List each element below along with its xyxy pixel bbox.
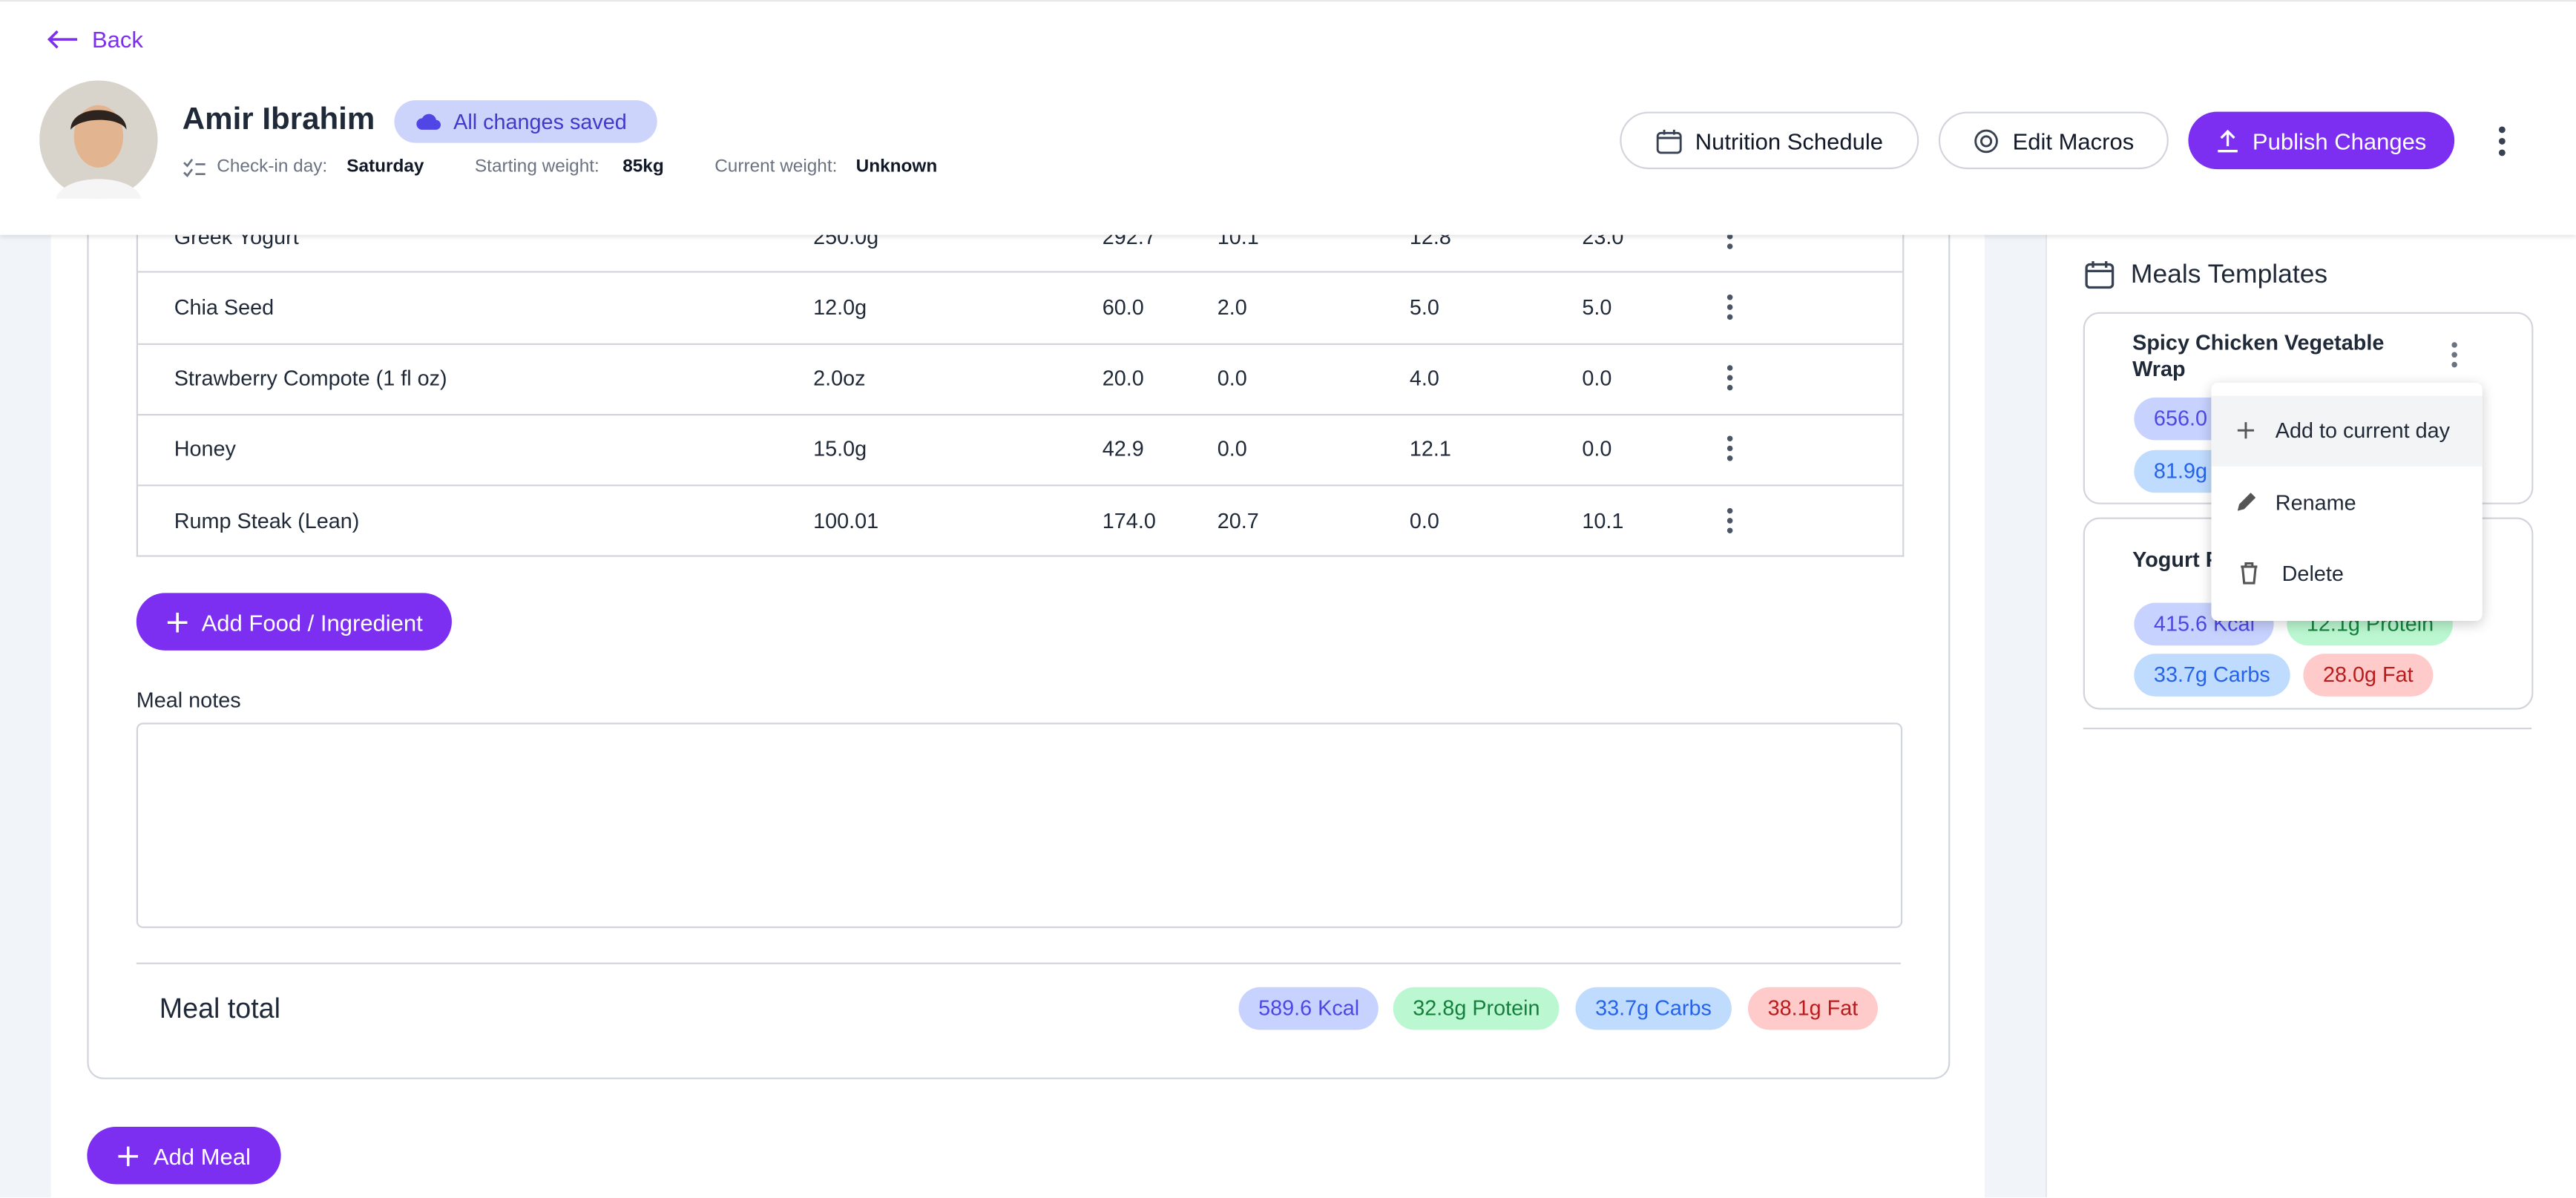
avatar [39, 80, 158, 199]
row-menu[interactable] [1726, 294, 1733, 320]
menu-item[interactable]: Add to current day [2275, 418, 2451, 443]
meal-total-label: Meal total [159, 993, 280, 1024]
row-divider [138, 484, 1903, 487]
notes-input[interactable] [136, 723, 1903, 929]
divider [2083, 727, 2532, 730]
edit-macros-button[interactable]: Edit Macros [1938, 111, 2169, 170]
context-menu: Add to current day Rename Delete [2211, 382, 2483, 622]
cell-value: 0.0 [1582, 436, 1612, 461]
add-meal-label: Add Meal [153, 1142, 251, 1169]
current-weight-label: Current weight: [714, 157, 838, 177]
row-menu[interactable] [1726, 507, 1733, 533]
cell-value: 5.0 [1582, 294, 1612, 320]
row-divider [138, 413, 1903, 415]
kebab-icon [1726, 365, 1733, 391]
macro-tag: 589.6 Kcal [1238, 987, 1379, 1030]
header: Back Amir Ibrahim All changes saved Chec… [0, 0, 2576, 235]
upload-icon [2218, 128, 2238, 152]
current-weight-value: Unknown [855, 157, 938, 177]
kebab-icon [1726, 436, 1733, 462]
starting-weight-label: Starting weight: [474, 157, 599, 177]
plus-icon [167, 611, 187, 632]
checklist-icon [183, 158, 206, 177]
kebab-icon [1726, 294, 1733, 320]
checkin-value: Saturday [346, 157, 424, 177]
more-menu[interactable] [2496, 125, 2509, 157]
cell-value: 0.0 [1217, 365, 1247, 391]
cell-value: 174.0 [1102, 507, 1156, 533]
row-divider [138, 342, 1903, 344]
kebab-icon [2451, 342, 2457, 368]
cell-value: 0.0 [1582, 365, 1612, 391]
cell-value: 100.01 [813, 507, 879, 533]
cell-value: 42.9 [1102, 436, 1144, 461]
pencil-icon [2237, 493, 2256, 511]
macros-icon [1974, 128, 1998, 153]
add-meal-button[interactable]: Add Meal [87, 1127, 281, 1185]
macro-tag: 33.7g Carbs [2134, 654, 2290, 697]
macro-tag: 33.7g Carbs [1575, 987, 1732, 1030]
cell-value: 0.0 [1409, 507, 1439, 533]
checkin-label: Check-in day: [217, 157, 328, 177]
cell-value: 12.1 [1409, 436, 1451, 461]
nutrition-schedule-button[interactable]: Nutrition Schedule [1620, 111, 1919, 170]
back-link[interactable]: Back [92, 26, 143, 53]
menu-item-highlight[interactable] [2211, 395, 2483, 467]
save-status: All changes saved [453, 109, 627, 134]
macro-tag: 32.8g Protein [1393, 987, 1560, 1030]
button-label: Publish Changes [2252, 127, 2427, 154]
cloud-icon [416, 113, 441, 130]
macro-tag: 28.0g Fat [2303, 654, 2434, 697]
notes-label: Meal notes [136, 687, 241, 712]
food-name: Rump Steak (Lean) [174, 507, 360, 533]
cell-value: 20.7 [1217, 507, 1259, 533]
cell-value: 0.0 [1217, 436, 1247, 461]
add-food-button[interactable]: Add Food / Ingredient [136, 593, 452, 651]
template-name: Spicy Chicken Vegetable Wrap [2132, 330, 2385, 381]
trash-icon [2241, 562, 2258, 585]
row-divider [138, 271, 1903, 274]
client-name: Amir Ibrahim [182, 102, 375, 137]
plus-icon [2237, 422, 2255, 439]
calendar-icon [2085, 261, 2115, 289]
menu-item[interactable]: Rename [2275, 490, 2356, 516]
add-food-label: Add Food / Ingredient [201, 608, 423, 635]
calendar-icon [1656, 128, 1682, 154]
cell-value: 2.0 [1217, 294, 1247, 320]
divider [136, 962, 1901, 964]
menu-item[interactable]: Delete [2281, 561, 2344, 586]
macro-tag: 38.1g Fat [1748, 987, 1878, 1030]
row-menu[interactable] [1726, 436, 1733, 462]
button-label: Edit Macros [2012, 127, 2135, 154]
templates-title: Meals Templates [2130, 261, 2328, 289]
food-name: Honey [174, 436, 236, 461]
cell-value: 10.1 [1582, 507, 1624, 533]
cell-value: 2.0oz [813, 365, 866, 391]
row-menu[interactable] [2451, 342, 2458, 368]
cell-value: 20.0 [1102, 365, 1144, 391]
back-arrow[interactable] [46, 28, 79, 51]
food-name: Chia Seed [174, 294, 275, 320]
button-label: Nutrition Schedule [1695, 127, 1884, 154]
starting-weight-value: 85kg [622, 157, 664, 177]
cell-value: 5.0 [1409, 294, 1439, 320]
publish-button[interactable]: Publish Changes [2188, 111, 2455, 170]
food-name: Strawberry Compote (1 fl oz) [174, 365, 447, 391]
cell-value: 15.0g [813, 436, 867, 461]
cell-value: 12.0g [813, 294, 867, 320]
save-badge: All changes saved [394, 100, 657, 143]
row-menu[interactable] [1726, 365, 1733, 391]
kebab-icon [1726, 507, 1733, 533]
cell-value: 60.0 [1102, 294, 1144, 320]
plus-icon [119, 1145, 139, 1166]
cell-value: 4.0 [1409, 365, 1439, 391]
